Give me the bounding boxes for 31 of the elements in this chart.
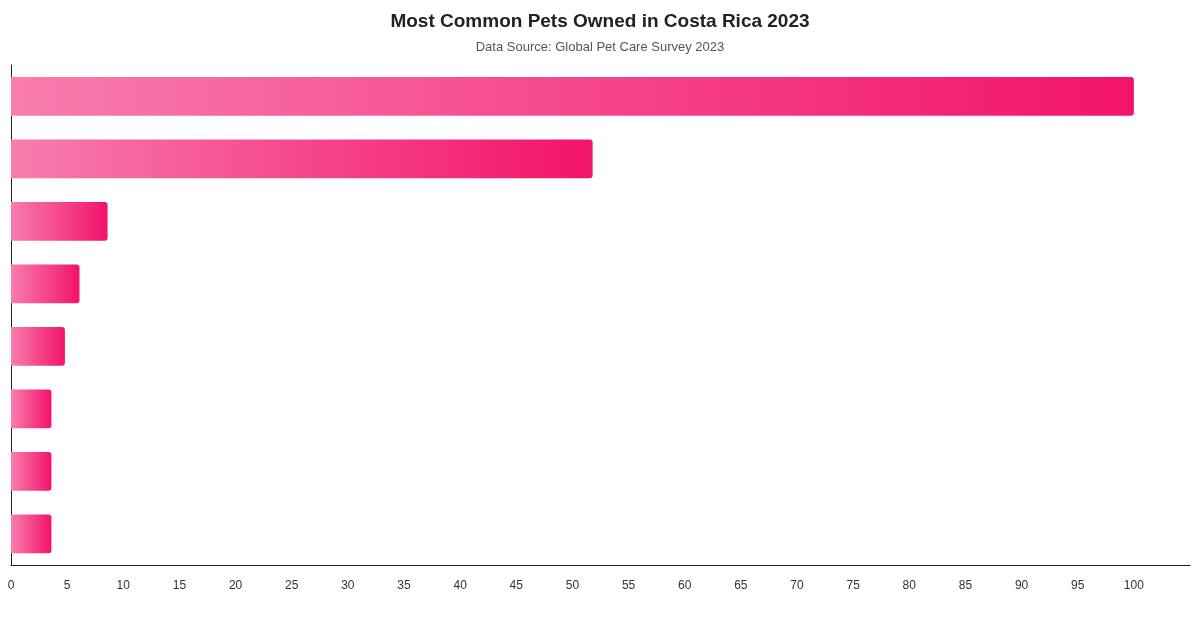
x-tick-label: 75 [846, 578, 861, 592]
x-tick-label: 55 [621, 578, 636, 592]
bar [11, 76, 1134, 116]
bar [11, 264, 80, 304]
x-tick-label: 0 [7, 578, 15, 592]
bar [11, 139, 593, 179]
x-tick-label: 40 [453, 578, 468, 592]
x-tick-label: 15 [172, 578, 187, 592]
x-tick-label: 45 [509, 578, 524, 592]
x-tick-label: 60 [678, 578, 692, 592]
bar [11, 201, 108, 241]
x-tick-label: 100 [1123, 578, 1145, 592]
x-tick-label: 95 [1071, 578, 1085, 592]
bar [11, 326, 65, 366]
x-tick-label: 35 [397, 578, 411, 592]
x-tick-label: 85 [958, 578, 973, 592]
x-tick-label: 25 [285, 578, 299, 592]
x-tick-label: 80 [902, 578, 917, 592]
bar [11, 514, 52, 554]
x-tick-label: 65 [734, 578, 748, 592]
chart-subtitle: Data Source: Global Pet Care Survey 2023 [475, 39, 725, 54]
x-tick-label: 20 [228, 578, 243, 592]
x-tick-label: 70 [790, 578, 804, 592]
bar [11, 451, 52, 491]
x-tick-label: 10 [116, 578, 131, 592]
chart-title: Most Common Pets Owned in Costa Rica 2023 [390, 10, 810, 31]
x-tick-label: 90 [1014, 578, 1029, 592]
x-tick-label: 5 [63, 578, 71, 592]
x-tick-label: 50 [565, 578, 580, 592]
x-tick-label: 30 [341, 578, 355, 592]
bar [11, 389, 52, 429]
